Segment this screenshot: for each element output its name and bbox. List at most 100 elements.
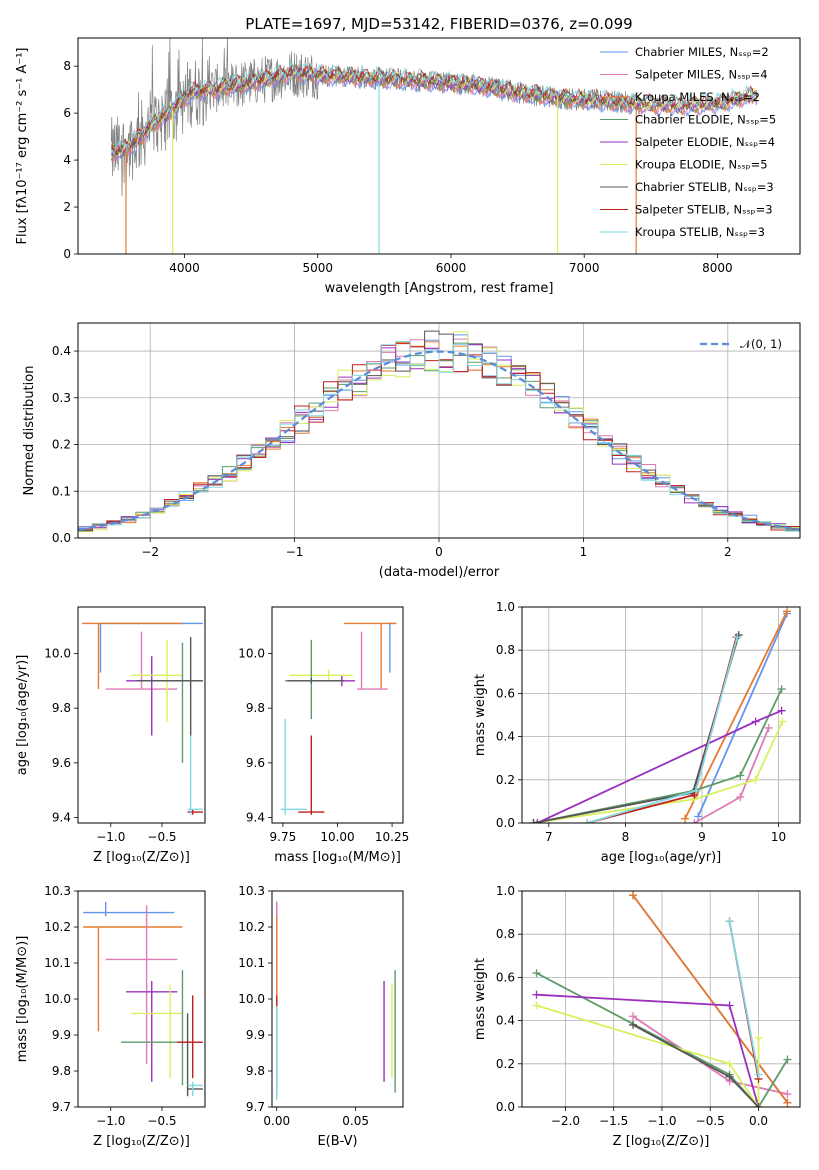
series-line xyxy=(632,894,789,1104)
series-marker xyxy=(754,1103,763,1107)
y-tick-label: 9.8 xyxy=(246,1064,265,1078)
legend-entry: Kroupa MILES, Nₛₛₚ=2 xyxy=(635,90,760,104)
gridlines xyxy=(522,890,800,1108)
y-tick-label: 10.3 xyxy=(238,884,265,898)
y-tick-label: 0.2 xyxy=(496,1057,515,1071)
x-axis-label: Z [log₁₀(Z/Z⊙)] xyxy=(613,1134,710,1149)
x-tick-label: 5000 xyxy=(303,261,334,275)
y-tick-label: 10.0 xyxy=(44,992,71,1006)
x-tick-label: 8000 xyxy=(702,261,733,275)
series-marker xyxy=(725,917,734,926)
series-marker xyxy=(691,786,700,795)
x-tick-label: 0.0 xyxy=(749,1114,768,1128)
x-tick-label: −0.5 xyxy=(147,1114,176,1128)
series-marker xyxy=(532,990,541,999)
series-line xyxy=(533,688,783,823)
series-marker xyxy=(532,969,541,978)
axes-frame xyxy=(77,890,206,1108)
series-marker xyxy=(754,1070,763,1079)
y-tick-label: 0.0 xyxy=(496,816,515,830)
series-marker xyxy=(751,717,760,726)
gridlines xyxy=(522,606,800,824)
panel-mass_vs_ebv: 0.00 0.05 9.7 9.8 9.9 10.0 10.1 10.2 10.3 E(B-V) xyxy=(238,884,404,1149)
y-tick-label: 6 xyxy=(63,106,71,120)
y-tick-label: 10.0 xyxy=(238,646,265,660)
axes-frame xyxy=(271,890,404,1108)
legend-entry: Chabrier ELODIE, Nₛₛₚ=5 xyxy=(635,113,776,127)
y-tick-label: 10.2 xyxy=(44,920,71,934)
x-axis-label: (data-model)/error xyxy=(379,565,500,580)
series-marker xyxy=(764,723,773,732)
legend: Chabrier MILES, Nₛₛₚ=2 Salpeter MILES, Nₛ… xyxy=(600,45,776,239)
chart-title: PLATE=1697, MJD=53142, FIBERID=0376, z=0… xyxy=(245,15,632,33)
x-axis-label: Z [log₁₀(Z/Z⊙)] xyxy=(93,1134,190,1149)
y-tick-label: 0.2 xyxy=(496,773,515,787)
panel-residuals: −2 −1 0 1 2 0.0 0.1 0.2 0.3 0.4 (data-model)/error… xyxy=(22,322,801,580)
y-tick-label: 10.0 xyxy=(238,992,265,1006)
x-tick-label: −0.5 xyxy=(147,830,176,844)
series-line xyxy=(586,636,739,823)
y-tick-label: 0.6 xyxy=(496,970,515,984)
series-marker xyxy=(725,1001,734,1010)
plot-area xyxy=(280,622,397,815)
legend-entry: Kroupa STELIB, Nₛₛₚ=3 xyxy=(635,225,765,239)
x-tick-label: 7000 xyxy=(569,261,600,275)
series-marker xyxy=(736,771,745,780)
series-marker xyxy=(754,1033,763,1042)
series-marker xyxy=(783,1055,792,1064)
series-marker xyxy=(733,633,742,642)
series-marker xyxy=(725,1072,734,1081)
x-tick-label: −1.0 xyxy=(96,830,125,844)
series-line xyxy=(536,993,760,1107)
series-marker xyxy=(725,1059,734,1068)
legend-entry: Salpeter STELIB, Nₛₛₚ=3 xyxy=(635,203,773,217)
x-axis-label: mass [log₁₀(M/M⊙)] xyxy=(274,850,401,865)
y-tick-label: 9.7 xyxy=(52,1100,71,1114)
plot-area xyxy=(110,38,758,254)
axes-frame xyxy=(77,322,801,539)
x-tick-label: 0 xyxy=(435,545,443,559)
series-marker xyxy=(681,814,690,823)
x-tick-label: 9.75 xyxy=(270,830,297,844)
observed-spectrum-line xyxy=(110,38,641,197)
x-tick-label: 10.00 xyxy=(320,830,354,844)
series-line xyxy=(728,921,760,1075)
series-marker xyxy=(778,717,787,726)
y-tick-label: 9.8 xyxy=(52,701,71,715)
y-axis-label: Normed distribution xyxy=(22,366,37,496)
plot-area xyxy=(78,330,800,533)
y-tick-label: 1.0 xyxy=(496,600,515,614)
series-marker xyxy=(690,819,699,823)
series-marker xyxy=(736,793,745,802)
plot-area xyxy=(276,901,396,1100)
legend-entry: Chabrier STELIB, Nₛₛₚ=3 xyxy=(635,180,774,194)
legend-entry: 𝒩(0, 1) xyxy=(740,337,782,351)
panel-spectrum: 4000 5000 6000 7000 8000 0 2 4 6 8 wavelength [Ang… xyxy=(15,15,801,296)
x-tick-label: −1.5 xyxy=(599,1114,628,1128)
y-tick-label: 4 xyxy=(63,153,71,167)
series-marker xyxy=(583,819,592,823)
y-tick-label: 0.0 xyxy=(52,531,71,545)
y-axis-label: mass weight xyxy=(473,674,488,756)
series-marker xyxy=(690,790,699,799)
y-axis-label: Flux [fλ10⁻¹⁷ erg cm⁻² s⁻¹ A⁻¹] xyxy=(15,48,30,245)
y-tick-label: 0.3 xyxy=(52,391,71,405)
y-tick-label: 0.0 xyxy=(496,1100,515,1114)
x-axis-label: E(B-V) xyxy=(317,1134,357,1149)
panel-age_vs_mass: 9.75 10.00 10.25 9.4 9.6 9.8 10.0 mass [log₁₀(M… xyxy=(238,606,409,865)
series-marker xyxy=(694,812,703,821)
series-marker xyxy=(782,607,791,616)
plot-area xyxy=(83,901,203,1097)
legend-entry: Salpeter MILES, Nₛₛₚ=4 xyxy=(635,68,768,82)
y-tick-label: 9.4 xyxy=(246,811,265,825)
y-tick-label: 9.9 xyxy=(246,1028,265,1042)
y-tick-label: 9.9 xyxy=(52,1028,71,1042)
panel-weight_vs_z: −2.0 −1.5 −1.0 −0.5 0.0 0.0 0.2 0.4 0.6 0.8 1.0 Z [… xyxy=(473,884,801,1149)
panel-age_vs_z: −1.0 −0.5 9.4 9.6 9.8 10.0 Z [log₁₀(Z/Z⊙)] age … xyxy=(15,606,206,865)
y-tick-label: 10.2 xyxy=(238,920,265,934)
x-tick-label: 1 xyxy=(580,545,588,559)
x-tick-label: 0.00 xyxy=(263,1114,290,1128)
axes-frame xyxy=(271,606,404,824)
x-axis-label: wavelength [Angstrom, rest frame] xyxy=(325,281,554,296)
